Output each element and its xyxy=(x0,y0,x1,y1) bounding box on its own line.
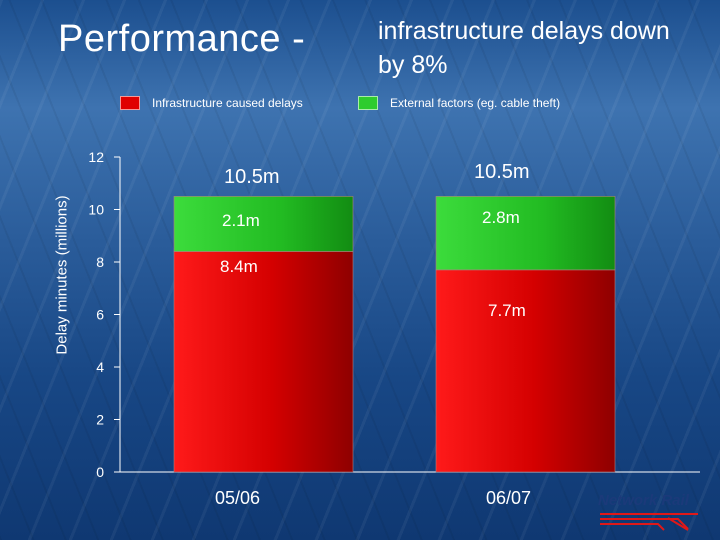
total-label: 10.5m xyxy=(474,161,530,183)
legend-item-external: External factors (eg. cable theft) xyxy=(358,96,560,110)
total-label: 10.5m xyxy=(224,166,280,188)
y-tick-label: 2 xyxy=(96,412,104,428)
data-label: 2.8m xyxy=(482,208,520,227)
bar-external xyxy=(173,196,354,252)
x-category-label: 06/07 xyxy=(486,488,531,508)
x-category-label: 05/06 xyxy=(215,488,260,508)
data-label: 8.4m xyxy=(220,257,258,276)
legend-label-external: External factors (eg. cable theft) xyxy=(390,96,561,110)
data-label: 2.1m xyxy=(222,211,260,230)
y-tick-label: 10 xyxy=(88,202,104,218)
y-tick-label: 12 xyxy=(88,149,104,165)
legend-swatch-external xyxy=(358,96,378,110)
legend-label-infrastructure: Infrastructure caused delays xyxy=(152,96,303,110)
legend-item-infrastructure: Infrastructure caused delays xyxy=(120,96,303,110)
bar-external xyxy=(435,196,616,271)
bar-infrastructure xyxy=(435,269,616,473)
bar-infrastructure xyxy=(173,251,354,473)
legend-swatch-infrastructure xyxy=(120,96,140,110)
y-tick-label: 8 xyxy=(96,254,104,270)
data-label: 7.7m xyxy=(488,301,526,320)
page-title: Performance - xyxy=(58,18,306,60)
y-tick-label: 4 xyxy=(96,359,104,375)
logo-arrows xyxy=(600,513,698,531)
page-subtitle: infrastructure delays down by 8% xyxy=(378,17,670,79)
y-tick-label: 0 xyxy=(96,464,104,480)
network-rail-logo-icon: Network Rail xyxy=(598,492,708,532)
y-tick-label: 6 xyxy=(96,307,104,323)
logo-text: Network Rail xyxy=(598,492,689,509)
